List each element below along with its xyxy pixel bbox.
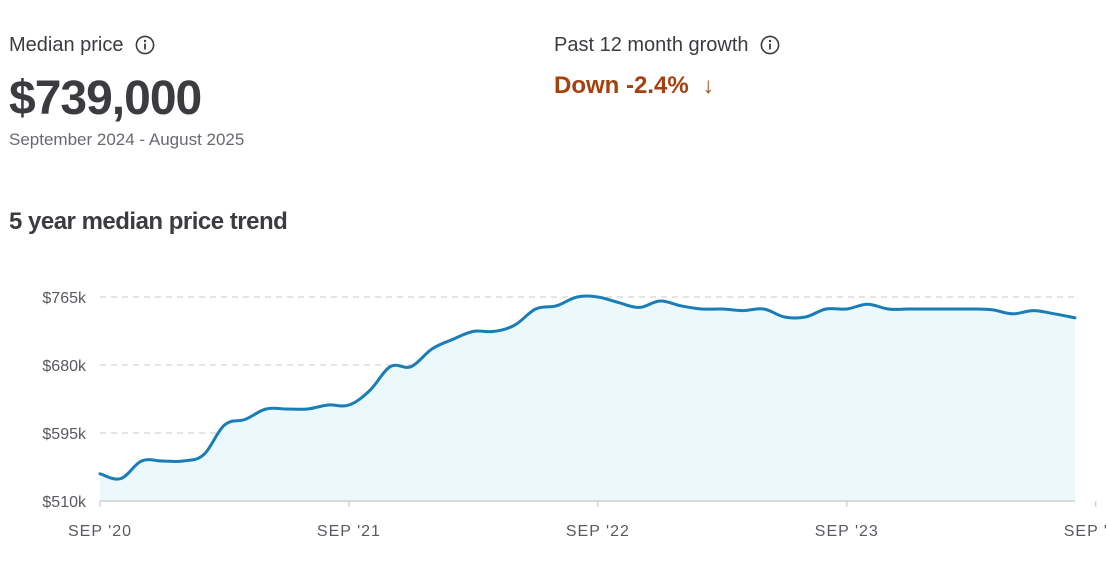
- growth-block: Past 12 month growth Down -2.4% ↓: [554, 30, 780, 100]
- x-axis-labels: SEP '20 SEP '21 SEP '22 SEP '23 SEP '24: [68, 501, 1106, 540]
- x-tick-label: SEP '23: [815, 523, 879, 540]
- median-price-period: September 2024 - August 2025: [9, 130, 245, 149]
- median-price-block: Median price $739,000 September 2024 - A…: [9, 30, 244, 150]
- info-icon[interactable]: [760, 35, 780, 55]
- y-axis-labels: $510k $595k $680k $765k: [42, 290, 87, 511]
- median-price-label-row: Median price: [9, 30, 244, 60]
- price-line: [98, 294, 1077, 481]
- x-tick-label: SEP '22: [566, 523, 630, 540]
- growth-label-row: Past 12 month growth: [554, 30, 780, 60]
- growth-value-row: Down -2.4% ↓: [554, 72, 780, 100]
- arrow-down-icon: ↓: [702, 73, 714, 98]
- median-price-value: $739,000: [9, 72, 202, 125]
- price-trend-chart: $510k$595k$680k$765k SEP '20 SEP '21 SEP '…: [42, 290, 1106, 540]
- trend-title: 5 year median price trend: [9, 208, 288, 235]
- median-price-label: Median price: [9, 33, 124, 56]
- x-tick-label: SEP '20: [68, 523, 132, 540]
- chart-area-layer: [98, 294, 1077, 502]
- info-icon[interactable]: [135, 35, 155, 55]
- x-tick-label: SEP '24: [1064, 523, 1106, 540]
- price-area-fill: [100, 296, 1075, 501]
- x-tick-label: SEP '21: [317, 523, 381, 540]
- growth-value: Down -2.4%: [554, 72, 689, 99]
- growth-label: Past 12 month growth: [554, 33, 749, 56]
- y-tick-label: $595k: [42, 426, 87, 443]
- y-tick-label: $680k: [42, 358, 87, 375]
- y-tick-label: $510k: [42, 494, 87, 511]
- y-tick-label: $765k: [42, 290, 87, 307]
